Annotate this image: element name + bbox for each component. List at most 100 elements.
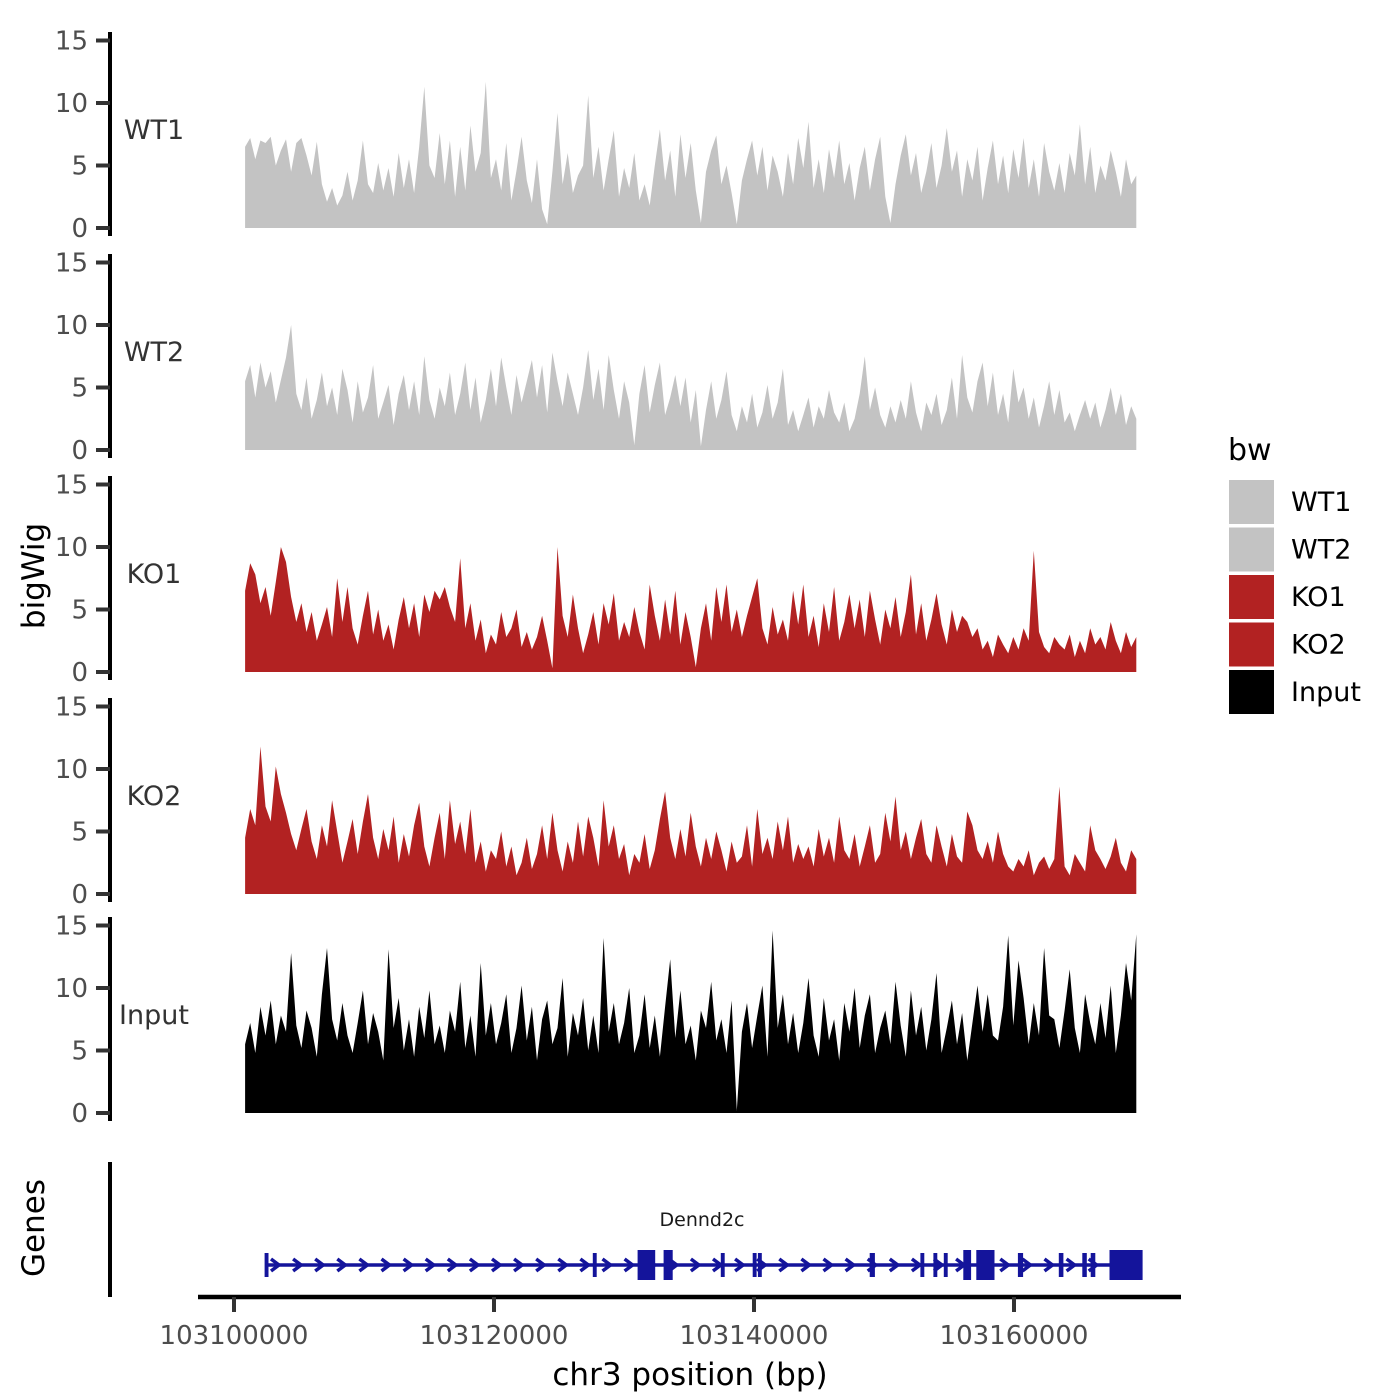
strand-arrow-icon <box>844 1257 857 1273</box>
y-axis-tick-label: 0 <box>71 658 88 688</box>
y-axis-tick-label: 0 <box>71 1099 88 1129</box>
y-axis-tick-label: 0 <box>71 436 88 466</box>
y-axis-title-bigwig: bigWig <box>16 523 52 629</box>
legend-label-KO1: KO1 <box>1291 582 1346 613</box>
gene-exon <box>869 1253 875 1277</box>
strand-arrow-icon <box>822 1257 835 1273</box>
signal-area-Input <box>245 930 1137 1113</box>
y-axis-tick-label: 15 <box>55 693 88 723</box>
strand-arrow-icon <box>623 1257 636 1273</box>
legend: bw WT1 WT2 KO1 KO2 Input <box>1228 433 1361 714</box>
legend-label-WT1: WT1 <box>1291 487 1351 518</box>
y-axis-tick-label: 10 <box>55 974 88 1004</box>
y-axis-tick-label: 10 <box>55 311 88 341</box>
legend-swatch-KO2 <box>1229 622 1274 667</box>
strand-arrow-icon <box>734 1257 747 1273</box>
legend-entry-Input: Input <box>1229 670 1361 714</box>
strand-arrow-icon <box>1065 1257 1078 1273</box>
y-axis-tick-label: 5 <box>71 152 88 182</box>
signal-area-KO1 <box>245 547 1137 672</box>
strand-arrow-icon <box>689 1257 702 1273</box>
x-axis: 103100000 103120000 103140000 103160000 chr… <box>160 1294 1181 1393</box>
strand-arrow-icon <box>601 1257 614 1273</box>
gene-exon <box>1082 1253 1087 1277</box>
legend-entry-WT1: WT1 <box>1229 480 1351 524</box>
strand-arrow-icon <box>336 1257 349 1273</box>
y-axis-tick-label: 15 <box>55 249 88 279</box>
gene-exon <box>757 1253 762 1277</box>
strand-arrow-icon <box>513 1257 526 1273</box>
strand-arrow-icon <box>468 1257 481 1273</box>
x-axis-ticks: 103100000 103120000 103140000 103160000 <box>160 1297 1089 1351</box>
y-axis-tick-label: 15 <box>55 27 88 57</box>
gene-name-label: Dennd2c <box>660 1209 745 1231</box>
strand-arrow-icon <box>292 1257 305 1273</box>
strand-arrow-icon <box>1021 1257 1034 1273</box>
strand-arrow-icon <box>999 1257 1012 1273</box>
gene-exon <box>976 1250 995 1280</box>
strand-arrow-icon <box>535 1257 548 1273</box>
legend-swatch-WT2 <box>1229 527 1274 572</box>
y-axis-tick-label: 10 <box>55 533 88 563</box>
strand-arrow-icon <box>579 1257 592 1273</box>
legend-swatch-KO1 <box>1229 575 1274 619</box>
x-axis-tick-label: 103160000 <box>940 1321 1089 1351</box>
legend-swatch-WT1 <box>1229 480 1274 524</box>
track-label: WT2 <box>124 337 184 368</box>
gene-exon <box>1090 1253 1096 1277</box>
y-axis-title-genes: Genes <box>16 1179 52 1277</box>
y-axis-tick-label: 0 <box>71 880 88 910</box>
gene-exon <box>933 1253 938 1277</box>
track-panel-Input: 0 5 10 15 Input <box>55 912 1137 1129</box>
x-axis-tick-label: 103120000 <box>420 1321 569 1351</box>
coverage-track-panels: 0 5 10 15 WT1 0 5 10 15 WT2 0 5 10 15 KO1 0 5 10 15 KO2 0 5 10… <box>55 27 1137 1129</box>
genes-panel: Dennd2c <box>108 1162 1143 1297</box>
y-axis-tick-label: 5 <box>71 596 88 626</box>
gene-exon <box>943 1253 948 1277</box>
track-label: Input <box>119 1000 189 1031</box>
signal-area-WT2 <box>245 325 1137 450</box>
y-axis-tick-label: 0 <box>71 214 88 244</box>
gene-exon <box>1109 1250 1143 1280</box>
y-axis-tick-label: 5 <box>71 1037 88 1067</box>
legend-entry-WT2: WT2 <box>1229 527 1351 572</box>
strand-arrow-icon <box>314 1257 327 1273</box>
legend-entry-KO1: KO1 <box>1229 575 1346 619</box>
strand-arrow-icon <box>910 1257 923 1273</box>
gene-exon <box>920 1253 925 1277</box>
track-label: KO2 <box>127 781 182 812</box>
track-label: WT1 <box>124 115 184 146</box>
strand-arrow-icon <box>358 1257 371 1273</box>
y-axis-tick-label: 5 <box>71 374 88 404</box>
strand-arrow-icon <box>557 1257 570 1273</box>
legend-entry-KO2: KO2 <box>1229 622 1346 667</box>
y-axis-tick-label: 10 <box>55 89 88 119</box>
gene-model <box>264 1250 1143 1280</box>
track-panel-WT2: 0 5 10 15 WT2 <box>55 249 1137 466</box>
legend-title: bw <box>1228 433 1272 468</box>
strand-arrow-icon <box>888 1257 901 1273</box>
legend-label-Input: Input <box>1291 677 1361 708</box>
gene-exon <box>663 1250 673 1280</box>
gene-exon <box>963 1250 972 1280</box>
x-axis-title: chr3 position (bp) <box>552 1357 827 1393</box>
gene-exon <box>264 1253 269 1277</box>
y-axis-tick-label: 10 <box>55 755 88 785</box>
strand-arrow-icon <box>778 1257 791 1273</box>
strand-arrow-icon <box>380 1257 393 1273</box>
track-panel-WT1: 0 5 10 15 WT1 <box>55 27 1137 244</box>
legend-label-WT2: WT2 <box>1291 535 1351 566</box>
gene-exon <box>1058 1253 1064 1277</box>
track-panel-KO1: 0 5 10 15 KO1 <box>55 471 1137 688</box>
legend-entries: WT1 WT2 KO1 KO2 Input <box>1229 480 1361 714</box>
legend-label-KO2: KO2 <box>1291 630 1346 661</box>
legend-swatch-Input <box>1229 670 1274 714</box>
strand-arrow-icon <box>446 1257 459 1273</box>
track-label: KO1 <box>127 559 182 590</box>
strand-arrow-icon <box>402 1257 415 1273</box>
y-axis-tick-label: 5 <box>71 818 88 848</box>
strand-arrow-icon <box>1043 1257 1056 1273</box>
gene-exon <box>592 1253 597 1277</box>
